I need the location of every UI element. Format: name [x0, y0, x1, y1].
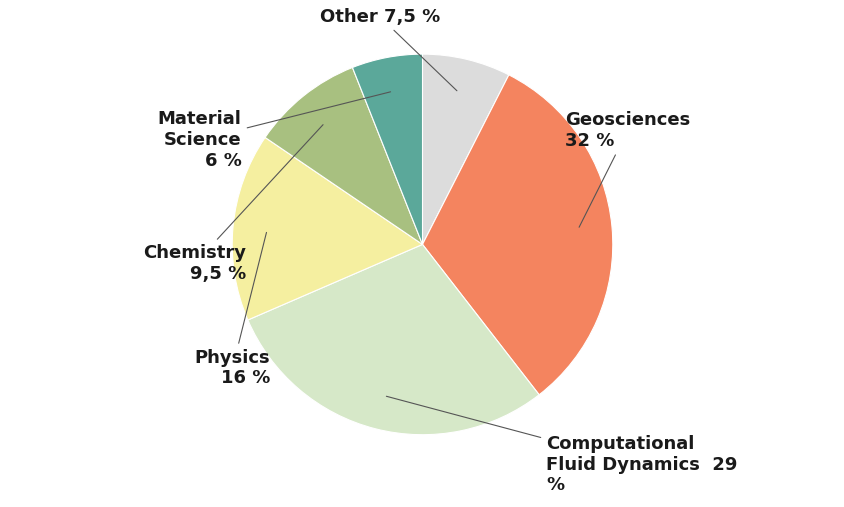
- Text: Physics
16 %: Physics 16 %: [194, 232, 270, 387]
- Wedge shape: [422, 54, 508, 244]
- Wedge shape: [265, 67, 422, 244]
- Text: Computational
Fluid Dynamics  29
%: Computational Fluid Dynamics 29 %: [386, 396, 737, 494]
- Wedge shape: [422, 75, 612, 395]
- Text: Material
Science
6 %: Material Science 6 %: [158, 92, 390, 169]
- Wedge shape: [247, 244, 538, 434]
- Text: Other 7,5 %: Other 7,5 %: [319, 8, 457, 91]
- Text: Geosciences
32 %: Geosciences 32 %: [565, 111, 690, 227]
- Wedge shape: [352, 54, 422, 244]
- Wedge shape: [232, 137, 422, 320]
- Text: Chemistry
9,5 %: Chemistry 9,5 %: [143, 125, 322, 283]
